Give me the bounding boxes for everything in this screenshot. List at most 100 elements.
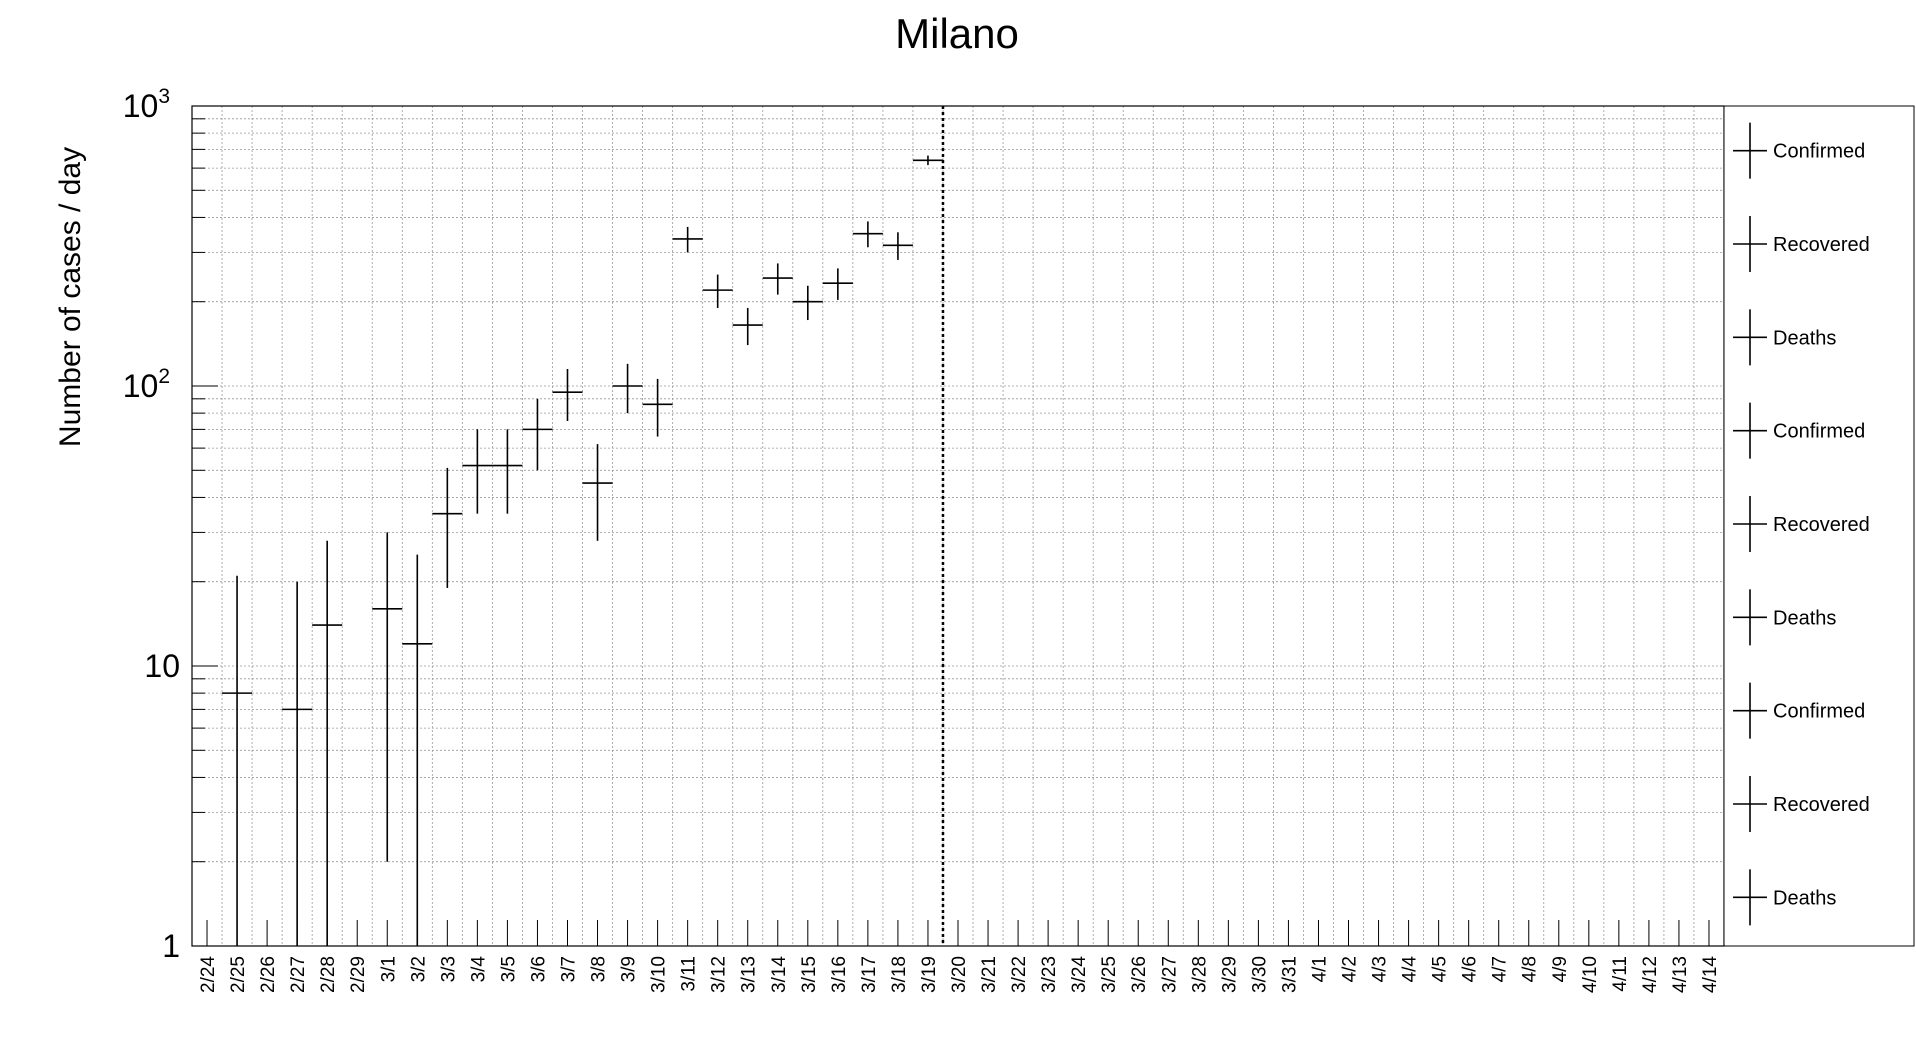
x-tick-label: 4/11 — [1610, 956, 1631, 992]
y-tick-label: 103 — [123, 85, 170, 124]
data-points — [222, 155, 943, 946]
legend-label: Recovered — [1773, 234, 1870, 256]
x-tick-label: 3/3 — [438, 956, 459, 982]
x-tick-label: 3/6 — [528, 956, 549, 982]
x-tick-label: 3/7 — [558, 956, 579, 982]
x-tick-label: 4/6 — [1460, 956, 1481, 982]
x-tick-label: 4/10 — [1580, 956, 1601, 993]
x-tick-label: 4/4 — [1400, 956, 1421, 983]
data-point — [432, 467, 463, 588]
x-tick-label: 3/8 — [589, 956, 610, 982]
legend-entry: Deaths — [1733, 309, 1836, 366]
legend-entry: Recovered — [1733, 776, 1870, 832]
x-tick-label: 4/5 — [1430, 956, 1451, 982]
data-point — [732, 307, 763, 346]
x-tick-label: 2/29 — [348, 956, 369, 993]
data-point — [882, 232, 913, 260]
legend: Confirmed Recovered Deaths Confirmed Recover… — [1733, 122, 1870, 926]
x-tick-label: 3/21 — [979, 956, 1000, 993]
x-tick-label: 3/27 — [1159, 956, 1180, 993]
legend-entry: Recovered — [1733, 216, 1870, 272]
x-tick-label: 3/13 — [739, 956, 760, 993]
x-tick-label: 4/12 — [1640, 956, 1661, 993]
x-tick-label: 3/25 — [1099, 956, 1120, 993]
x-tick-label: 2/27 — [288, 956, 309, 993]
x-tick-label: 3/19 — [919, 956, 940, 993]
x-tick-label: 3/29 — [1219, 956, 1240, 993]
x-tick-label: 4/9 — [1550, 956, 1571, 982]
data-point — [492, 429, 523, 514]
x-tick-label: 3/5 — [498, 956, 519, 982]
legend-entry: Confirmed — [1733, 682, 1865, 739]
x-tick-label: 3/24 — [1069, 956, 1090, 993]
x-tick-label: 3/17 — [859, 956, 880, 993]
x-tick-label: 3/14 — [769, 956, 790, 993]
x-tick-label: 3/4 — [468, 956, 489, 983]
x-tick-label: 3/1 — [378, 956, 399, 982]
x-tick-label: 3/15 — [799, 956, 820, 993]
data-point — [552, 369, 583, 421]
data-point — [852, 221, 883, 248]
data-point — [402, 554, 433, 946]
data-point — [792, 285, 823, 321]
chart-title: Milano — [895, 10, 1019, 57]
legend-entry: Deaths — [1733, 589, 1836, 646]
x-tick-label: 3/26 — [1129, 956, 1150, 993]
x-tick-label: 3/9 — [619, 956, 640, 982]
legend-label: Recovered — [1773, 794, 1870, 816]
x-tick-label: 4/13 — [1670, 956, 1691, 993]
y-axis: 1 10 102 103 — [123, 85, 218, 964]
grid — [192, 106, 1724, 946]
data-point — [372, 532, 403, 862]
x-tick-label: 3/16 — [829, 956, 850, 993]
data-point — [522, 398, 553, 471]
legend-label: Deaths — [1773, 607, 1836, 629]
legend-entry: Confirmed — [1733, 402, 1865, 459]
data-point — [822, 268, 853, 300]
x-tick-label: 4/2 — [1340, 956, 1361, 982]
data-point — [912, 155, 943, 166]
x-tick-label: 4/8 — [1520, 956, 1541, 982]
data-point — [612, 363, 643, 414]
legend-label: Deaths — [1773, 327, 1836, 349]
x-tick-label: 3/10 — [649, 956, 670, 993]
plot-frame — [191, 105, 1725, 947]
legend-label: Confirmed — [1773, 421, 1865, 443]
x-tick-label: 3/20 — [949, 956, 970, 993]
data-point — [762, 263, 793, 295]
data-point — [222, 575, 253, 946]
x-tick-label: 3/23 — [1039, 956, 1060, 993]
x-axis: 2/24 2/25 2/26 2/27 2/28 2/29 3/1 3/2 3/3 3/4 3/5 3… — [198, 920, 1721, 993]
legend-label: Confirmed — [1773, 141, 1865, 163]
data-point — [462, 429, 493, 514]
x-tick-label: 2/26 — [258, 956, 279, 993]
x-tick-label: 3/18 — [889, 956, 910, 993]
x-tick-label: 2/25 — [228, 956, 249, 993]
data-point — [282, 581, 313, 946]
legend-entry: Recovered — [1733, 496, 1870, 552]
x-tick-label: 3/11 — [679, 956, 700, 992]
data-point — [702, 274, 733, 308]
y-tick-label: 10 — [144, 648, 180, 684]
legend-entry: Deaths — [1733, 869, 1836, 926]
x-tick-label: 4/7 — [1490, 956, 1511, 982]
x-tick-label: 4/1 — [1309, 956, 1330, 982]
legend-label: Confirmed — [1773, 701, 1865, 723]
x-tick-label: 2/28 — [318, 956, 339, 993]
data-point — [312, 540, 343, 946]
data-point — [642, 378, 673, 437]
x-tick-label: 3/2 — [408, 956, 429, 982]
legend-label: Deaths — [1773, 887, 1836, 909]
data-point — [672, 226, 703, 253]
x-tick-label: 3/28 — [1189, 956, 1210, 993]
x-tick-label: 4/3 — [1370, 956, 1391, 982]
legend-entry: Confirmed — [1733, 122, 1865, 179]
x-tick-label: 3/30 — [1249, 956, 1270, 993]
legend-label: Recovered — [1773, 514, 1870, 536]
legend-box — [1723, 105, 1915, 947]
data-point — [582, 444, 613, 541]
x-tick-label: 3/22 — [1009, 956, 1030, 993]
x-tick-label: 3/12 — [709, 956, 730, 993]
x-tick-label: 3/31 — [1279, 956, 1300, 993]
